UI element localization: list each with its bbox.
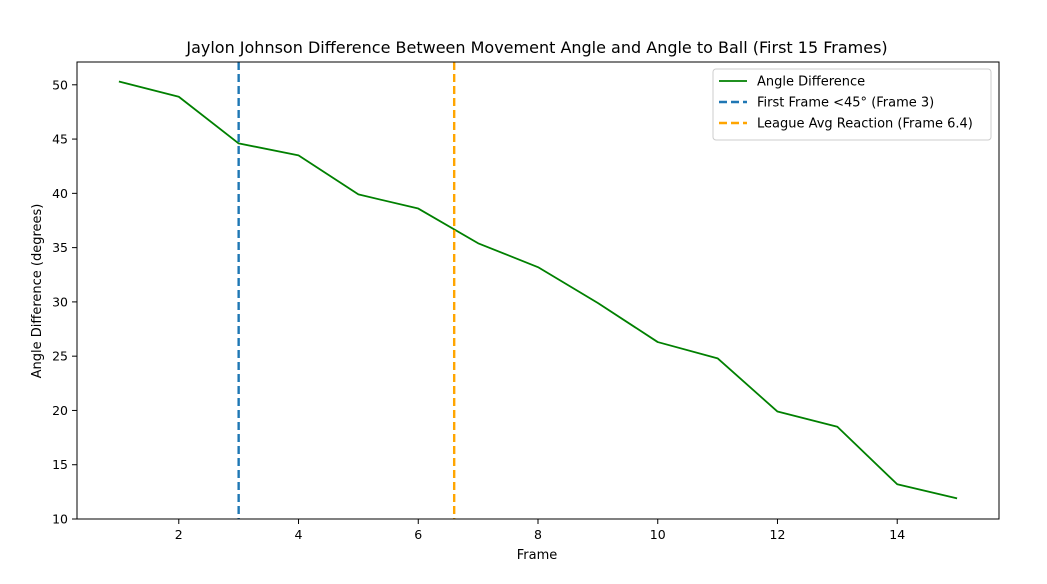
x-axis-ticks: 2 4 6 8 10 12 14 <box>175 519 905 542</box>
y-tick-label: 10 <box>52 512 68 527</box>
y-tick-label: 40 <box>52 186 68 201</box>
legend-label-league-avg-reaction: League Avg Reaction (Frame 6.4) <box>757 117 973 132</box>
y-axis-label: Angle Difference (degrees) <box>30 204 45 379</box>
x-tick-label: 14 <box>889 527 905 542</box>
x-tick-label: 6 <box>414 527 422 542</box>
y-tick-label: 15 <box>52 457 68 472</box>
x-tick-label: 8 <box>534 527 542 542</box>
plot-area <box>118 62 958 519</box>
y-axis-ticks: 10 15 20 25 30 35 40 45 50 <box>52 77 77 527</box>
x-tick-label: 2 <box>175 527 183 542</box>
y-tick-label: 50 <box>52 77 68 92</box>
legend-box <box>712 68 992 141</box>
chart-title: Jaylon Johnson Difference Between Moveme… <box>185 38 887 57</box>
legend: Angle Difference First Frame <45° (Frame … <box>712 68 992 141</box>
y-tick-label: 35 <box>52 240 68 255</box>
y-tick-label: 20 <box>52 403 68 418</box>
legend-label-angle-difference: Angle Difference <box>757 75 865 90</box>
y-tick-label: 25 <box>52 349 68 364</box>
x-tick-label: 4 <box>295 527 303 542</box>
x-tick-label: 12 <box>770 527 786 542</box>
legend-label-first-frame: First Frame <45° (Frame 3) <box>757 96 934 111</box>
x-tick-label: 10 <box>650 527 666 542</box>
series-line-angle-difference <box>118 80 958 500</box>
y-tick-label: 30 <box>52 294 68 309</box>
x-axis-label: Frame <box>517 548 558 563</box>
y-tick-label: 45 <box>52 132 68 147</box>
